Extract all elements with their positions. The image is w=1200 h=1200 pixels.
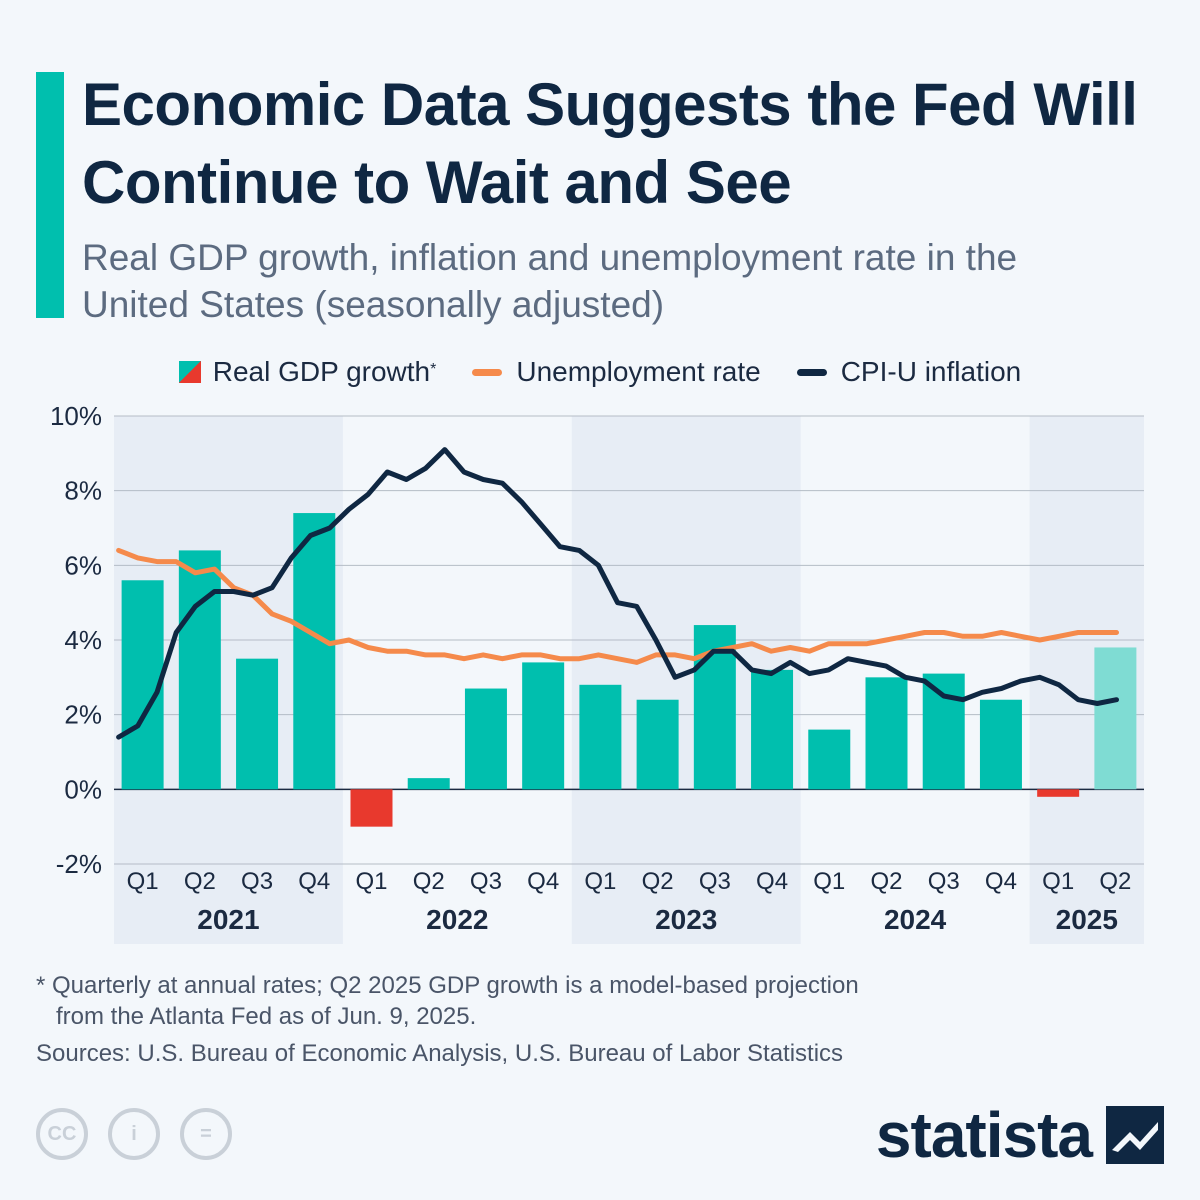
legend-gdp-footnote-mark: * xyxy=(430,361,437,378)
x-tick-label: Q3 xyxy=(241,868,273,895)
gdp-bar xyxy=(636,699,679,790)
legend-cpi-label: CPI-U inflation xyxy=(840,356,1022,387)
gdp-bar xyxy=(751,669,794,790)
license-icons: CC i = xyxy=(36,1108,252,1160)
x-tick-label: Q3 xyxy=(928,868,960,895)
gdp-bar xyxy=(979,699,1022,790)
x-tick-label: Q2 xyxy=(642,868,674,895)
no-derivatives-icon[interactable]: = xyxy=(180,1108,232,1160)
y-tick-label: 4% xyxy=(64,625,102,655)
legend-gdp-label: Real GDP growth xyxy=(212,356,431,387)
year-label: 2023 xyxy=(655,904,717,935)
legend-item-gdp: Real GDP growth * xyxy=(178,356,437,388)
economic-chart: -2% 0% 2% 4% 6% 8% 10% Q1 Q2 Q3 Q4 Q1 Q2 Q3 Q4 Q1 Q2 Q3 Q4… xyxy=(50,401,1144,944)
gdp-bar xyxy=(293,513,336,790)
gdp-bar xyxy=(121,580,164,790)
sources: Sources: U.S. Bureau of Economic Analysi… xyxy=(36,1040,844,1067)
x-tick-label: Q1 xyxy=(813,868,845,895)
gdp-bar xyxy=(1037,789,1080,797)
page-subtitle: Real GDP growth, inflation and unemploym… xyxy=(82,237,1018,325)
x-tick-label: Q1 xyxy=(1042,868,1074,895)
legend-item-cpi: CPI-U inflation xyxy=(796,356,1022,388)
gdp-bar xyxy=(522,662,565,790)
gdp-bar xyxy=(865,677,908,790)
x-tick-label: Q1 xyxy=(127,868,159,895)
cc-license-icon[interactable]: CC xyxy=(36,1108,88,1160)
gdp-bar xyxy=(464,688,507,790)
y-tick-label: 6% xyxy=(64,550,102,580)
x-tick-label: Q2 xyxy=(870,868,902,895)
statista-logo-icon xyxy=(1106,1106,1164,1164)
x-tick-label: Q4 xyxy=(756,868,788,895)
footnote: * Quarterly at annual rates; Q2 2025 GDP… xyxy=(36,970,859,1032)
gdp-bar xyxy=(178,550,221,790)
y-tick-label: 8% xyxy=(64,476,102,506)
y-tick-label: -2% xyxy=(56,849,102,879)
title-accent-bar xyxy=(36,72,64,318)
unemployment-swatch xyxy=(472,368,503,376)
x-tick-label: Q2 xyxy=(1099,868,1131,895)
legend-unemployment-label: Unemployment rate xyxy=(516,356,761,387)
cpi-line xyxy=(116,447,1119,740)
legend-item-unemployment: Unemployment rate xyxy=(472,356,761,388)
gdp-bar xyxy=(407,778,450,790)
y-tick-label: 0% xyxy=(64,774,102,804)
year-label: 2025 xyxy=(1056,904,1118,935)
x-tick-label: Q4 xyxy=(298,868,330,895)
gdp-bar xyxy=(922,673,965,790)
year-label: 2022 xyxy=(426,904,488,935)
year-label: 2024 xyxy=(884,904,947,935)
gdp-swatch xyxy=(178,361,201,383)
gdp-bar xyxy=(808,729,851,790)
x-tick-label: Q2 xyxy=(184,868,216,895)
x-tick-label: Q2 xyxy=(413,868,445,895)
x-tick-label: Q4 xyxy=(985,868,1017,895)
cpi-swatch xyxy=(796,368,827,376)
attribution-icon[interactable]: i xyxy=(108,1108,160,1160)
brand-name: statista xyxy=(875,1099,1093,1171)
x-tick-label: Q1 xyxy=(584,868,616,895)
footnote-line-2: from the Atlanta Fed as of Jun. 9, 2025. xyxy=(56,1003,477,1030)
footnote-line-1: * Quarterly at annual rates; Q2 2025 GDP… xyxy=(36,972,859,999)
year-label: 2021 xyxy=(197,904,259,935)
y-tick-label: 10% xyxy=(50,401,102,431)
gdp-bar xyxy=(579,684,622,790)
page-title: Economic Data Suggests the Fed Will Cont… xyxy=(82,71,1138,216)
y-tick-label: 2% xyxy=(64,700,102,730)
x-tick-label: Q3 xyxy=(470,868,502,895)
chart-legend: Real GDP growth * Unemployment rate CPI-U… xyxy=(0,352,1200,392)
gdp-bar xyxy=(236,658,279,790)
x-tick-label: Q4 xyxy=(527,868,559,895)
unemployment-line xyxy=(116,547,1119,665)
x-tick-label: Q1 xyxy=(355,868,387,895)
x-tick-label: Q3 xyxy=(699,868,731,895)
gdp-bar xyxy=(350,789,393,827)
gdp-bar xyxy=(1094,647,1137,790)
statista-brand[interactable]: statista xyxy=(876,1098,1164,1172)
